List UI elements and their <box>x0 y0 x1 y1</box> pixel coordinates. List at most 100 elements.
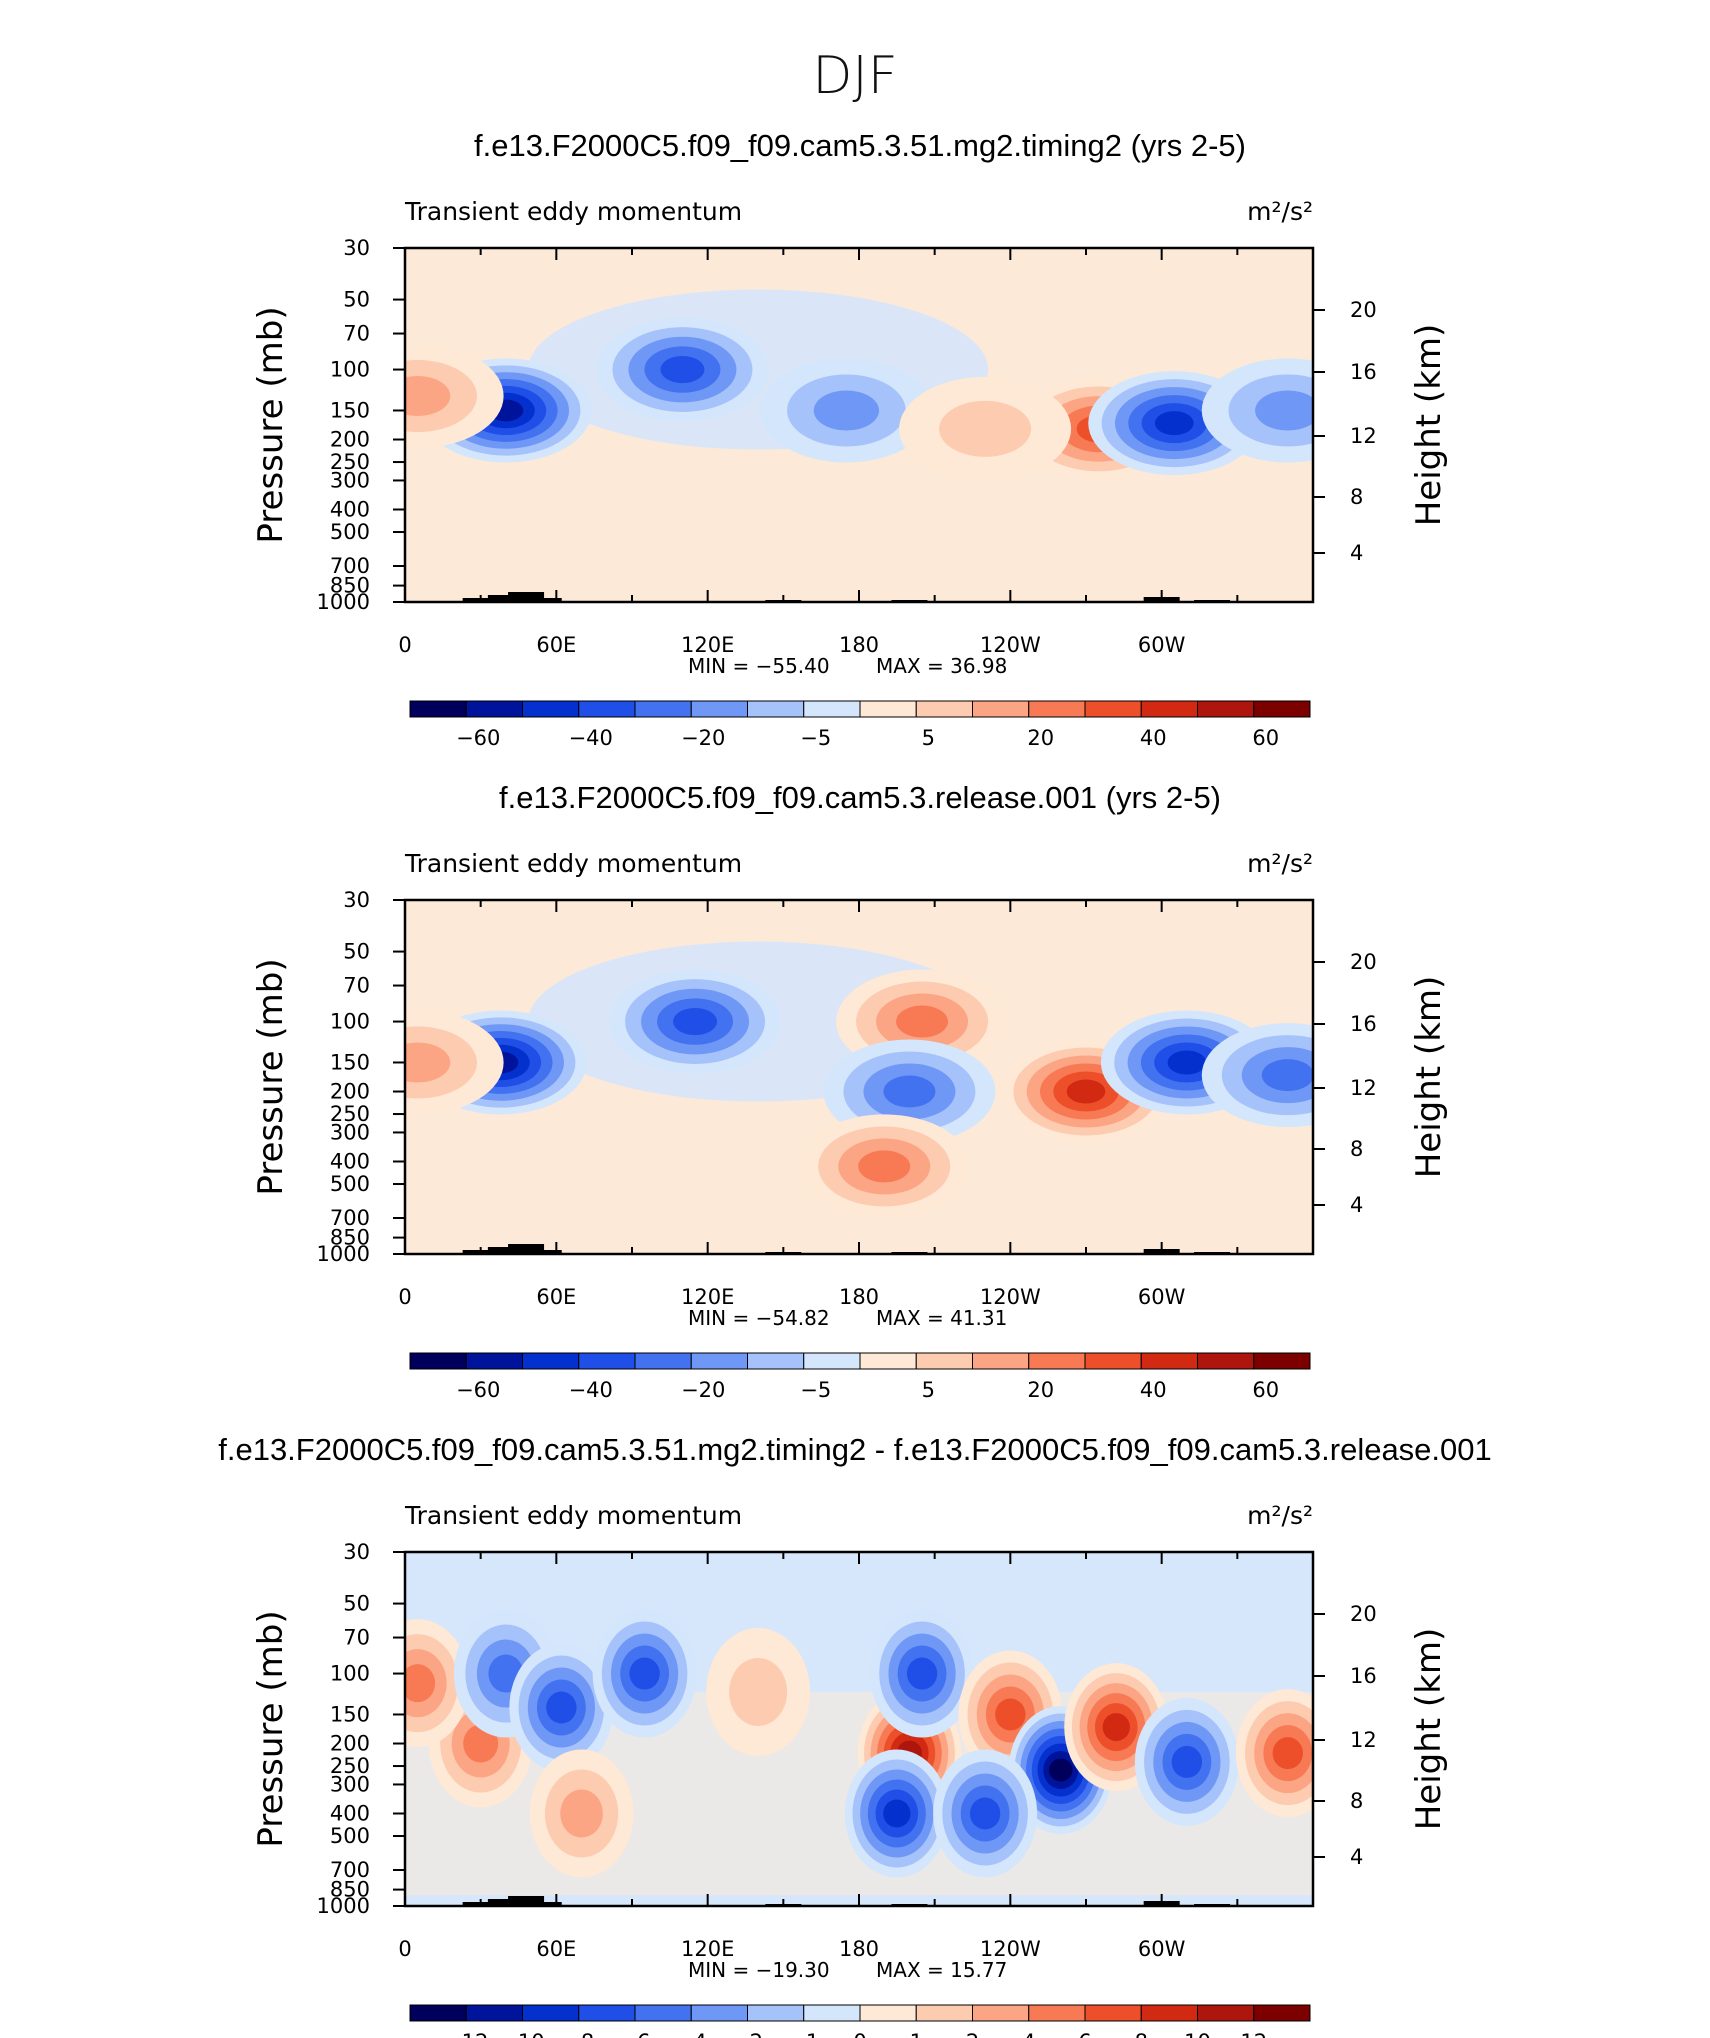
colorbar-label: 4 <box>1022 2030 1035 2038</box>
colorbar-label: 2 <box>966 2030 979 2038</box>
y-tick-label: 30 <box>343 236 370 260</box>
contour-feature <box>405 344 504 449</box>
contour-feature <box>1201 1023 1313 1128</box>
x-tick-label: 60W <box>1138 1285 1186 1309</box>
contour-level <box>1255 390 1313 431</box>
y-tick-label: 70 <box>343 1626 370 1650</box>
colorbar-swatch <box>972 2004 1030 2022</box>
y2-tick-label: 20 <box>1350 298 1377 322</box>
colorbar-swatch <box>1084 1352 1142 1370</box>
colorbar-label: −4 <box>676 2030 707 2038</box>
x-tick-label: 0 <box>398 633 411 657</box>
panel-left-label: Transient eddy momentum <box>404 1501 742 1530</box>
colorbar-swatch <box>1028 700 1086 718</box>
y-tick-label: 850 <box>330 1226 370 1250</box>
contour-level <box>883 1799 911 1828</box>
colorbar-swatch <box>1140 1352 1198 1370</box>
colorbar-swatch <box>859 700 917 718</box>
contour-level <box>1167 1050 1207 1075</box>
contour-field <box>405 900 1313 1254</box>
colorbar-label: −12 <box>444 2030 488 2038</box>
min-label: MIN = −55.40 <box>688 654 830 678</box>
colorbar-label: 60 <box>1252 1378 1279 1402</box>
colorbar-swatch <box>1253 2004 1311 2022</box>
topography-bar <box>508 1896 545 1906</box>
colorbar-label: 8 <box>1135 2030 1148 2038</box>
y2-tick-label: 12 <box>1350 424 1377 448</box>
contour-level <box>1102 1713 1130 1742</box>
y-tick-label: 150 <box>330 1702 370 1726</box>
topography-bar <box>487 1247 524 1254</box>
contour-level <box>673 1007 718 1036</box>
colorbar: −12−10−8−6−4−2−10124681012 <box>409 2004 1311 2038</box>
contour-level <box>858 1150 911 1183</box>
contour-feature <box>933 1749 1038 1878</box>
units-label: m²/s² <box>1247 1501 1313 1530</box>
colorbar-label: −20 <box>681 726 725 750</box>
colorbar-swatch <box>972 1352 1030 1370</box>
contour-feature <box>529 1749 634 1878</box>
panel-title: f.e13.F2000C5.f09_f09.cam5.3.release.001… <box>499 780 1221 815</box>
colorbar-swatch <box>1028 2004 1086 2022</box>
min-label: MIN = −54.82 <box>688 1306 830 1330</box>
contour-level <box>1049 1758 1073 1782</box>
y-tick-label: 200 <box>330 1080 370 1104</box>
y-tick-label: 30 <box>343 888 370 912</box>
colorbar-label: −60 <box>456 726 500 750</box>
panel-title: f.e13.F2000C5.f09_f09.cam5.3.51.mg2.timi… <box>474 128 1246 163</box>
y2-tick-label: 20 <box>1350 950 1377 974</box>
contour-level <box>969 1797 1001 1830</box>
colorbar-swatch <box>1253 700 1311 718</box>
colorbar-swatch <box>1084 2004 1142 2022</box>
colorbar-label: −5 <box>800 726 831 750</box>
colorbar-label: −8 <box>563 2030 594 2038</box>
height-axis: 20 16 12 8 4 Height (km) <box>1313 950 1449 1217</box>
colorbar-swatch <box>915 700 973 718</box>
contour-feature <box>1235 1689 1313 1818</box>
colorbar-label: 12 <box>1240 2030 1267 2038</box>
colorbar-label: 20 <box>1027 726 1054 750</box>
x-tick-label: 180 <box>839 1937 879 1961</box>
y2-tick-label: 20 <box>1350 1602 1377 1626</box>
y2-tick-label: 16 <box>1350 360 1377 384</box>
y-tick-label: 100 <box>330 1010 370 1034</box>
colorbar-swatch <box>1140 2004 1198 2022</box>
y-tick-label: 700 <box>330 1206 370 1230</box>
contour-level <box>995 1698 1026 1731</box>
colorbar-label: −6 <box>620 2030 651 2038</box>
y2-tick-label: 8 <box>1350 485 1363 509</box>
contour-level <box>883 1075 936 1108</box>
colorbar-swatch <box>409 1352 467 1370</box>
y-tick-label: 100 <box>330 358 370 382</box>
colorbar-label: −60 <box>456 1378 500 1402</box>
chart-panel-3: f.e13.F2000C5.f09_f09.cam5.3.51.mg2.timi… <box>218 1432 1492 2038</box>
topography-bar <box>508 1244 545 1254</box>
colorbar-swatch <box>465 1352 523 1370</box>
contour-level <box>729 1657 788 1726</box>
y2-tick-label: 4 <box>1350 1845 1363 1869</box>
colorbar: −60 −40 −20 −5 5 20 40 60 <box>409 1352 1311 1402</box>
colorbar-swatch <box>1140 700 1198 718</box>
x-tick-label: 60E <box>536 1285 576 1309</box>
colorbar-label: −10 <box>500 2030 544 2038</box>
contour-level <box>906 1657 938 1690</box>
colorbar-swatch <box>859 2004 917 2022</box>
colorbar-swatch <box>522 2004 580 2022</box>
contour-feature <box>760 358 933 463</box>
contour-level <box>546 1691 577 1724</box>
contour-level <box>660 355 705 384</box>
colorbar-label: 5 <box>922 726 935 750</box>
x-tick-label: 120W <box>980 1937 1041 1961</box>
height-axis: 20 16 12 8 4 Height (km) <box>1313 1602 1449 1869</box>
y2-tick-label: 16 <box>1350 1664 1377 1688</box>
colorbar-swatch <box>578 2004 636 2022</box>
topography-bar <box>525 1250 562 1254</box>
y-axis-title: Pressure (mb) <box>251 958 291 1195</box>
contour-level <box>1066 1079 1106 1104</box>
contour-level <box>405 376 451 417</box>
y-axis-title: Pressure (mb) <box>251 1610 291 1847</box>
colorbar-swatch <box>747 1352 805 1370</box>
colorbar-label: 10 <box>1184 2030 1211 2038</box>
y2-tick-label: 8 <box>1350 1789 1363 1813</box>
